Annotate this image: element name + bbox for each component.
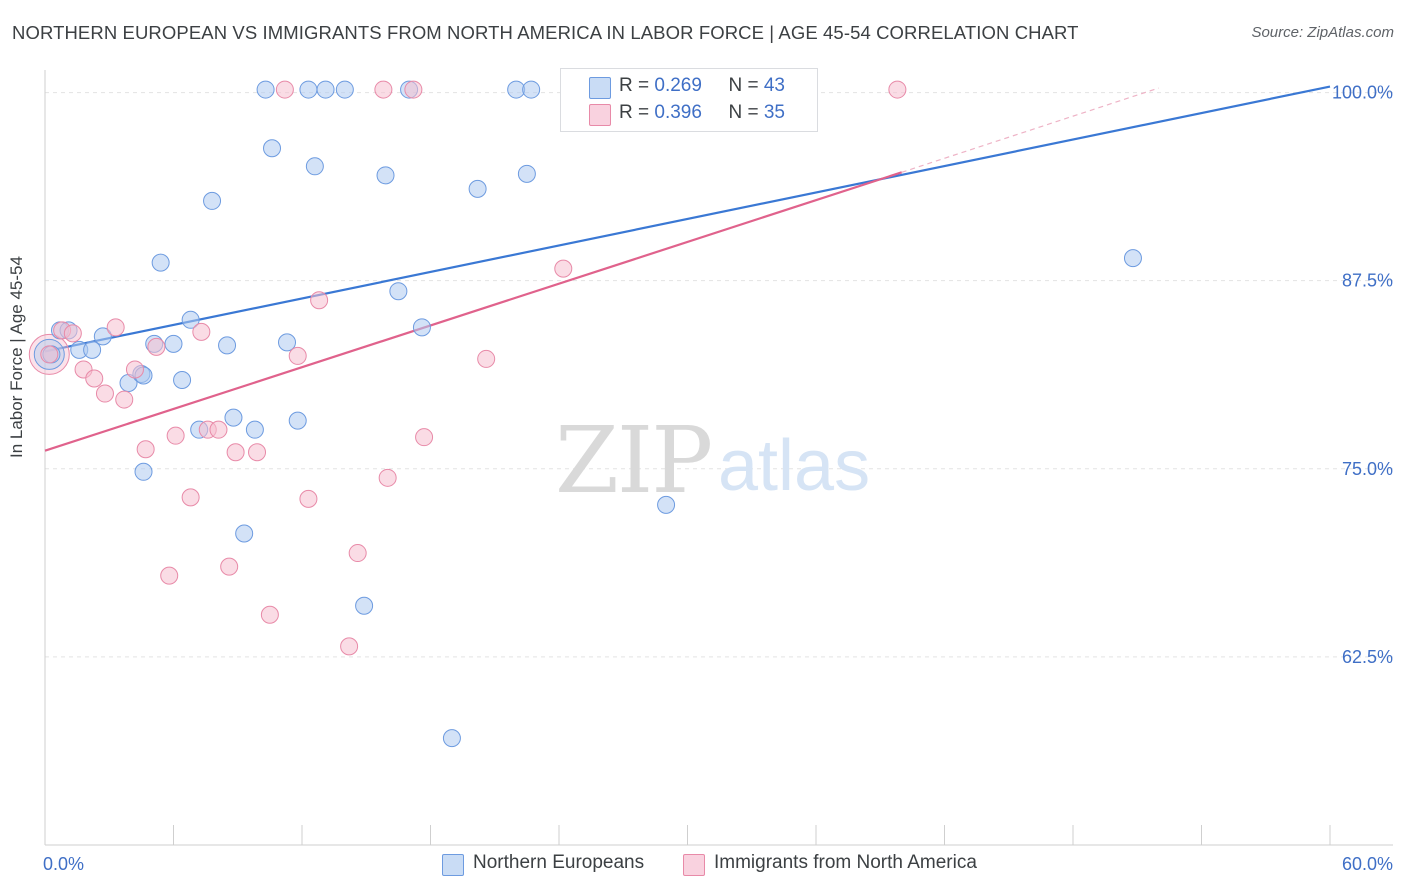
data-point: [263, 139, 282, 158]
watermark-atlas: atlas: [718, 426, 870, 506]
data-point: [40, 345, 59, 364]
data-point: [299, 489, 318, 508]
trend-line: [44, 85, 1331, 353]
data-point: [376, 166, 395, 185]
y-tick-label: 87.5%: [1342, 271, 1393, 291]
source-label: Source: ZipAtlas.com: [1251, 24, 1394, 41]
data-point: [442, 729, 461, 748]
y-tick-label: 62.5%: [1342, 647, 1393, 667]
legend-row-pink: R = 0.396 N = 35: [619, 102, 785, 124]
data-point: [134, 462, 153, 481]
data-point: [278, 333, 297, 352]
data-point: [378, 468, 397, 487]
data-point: [348, 544, 367, 563]
data-point: [522, 80, 541, 99]
legend-n-value: 43: [763, 75, 785, 96]
data-point: [355, 596, 374, 615]
correlation-legend: R = 0.269 N = 43 R = 0.396 N = 35: [560, 68, 818, 132]
bottom-legend-pink: Immigrants from North America: [714, 852, 977, 873]
data-point: [106, 318, 125, 337]
bottom-legend-swatch-blue: [442, 854, 464, 876]
bottom-legend-swatch-pink: [683, 854, 705, 876]
legend-swatch-blue: [589, 77, 611, 99]
legend-n-label: N =: [728, 75, 764, 96]
data-point: [316, 80, 335, 99]
trend-line-extension: [901, 87, 1159, 173]
data-point: [554, 259, 573, 278]
data-point: [173, 371, 192, 389]
data-point: [95, 384, 114, 403]
data-point: [275, 80, 294, 99]
x-tick-label: 0.0%: [43, 854, 84, 874]
data-point: [181, 488, 200, 507]
grid-lines: [45, 92, 1393, 658]
data-point: [1123, 249, 1142, 268]
data-point: [299, 80, 318, 99]
legend-r-label: R =: [619, 102, 655, 123]
data-point: [63, 324, 82, 343]
data-point: [136, 440, 155, 459]
data-point: [415, 428, 434, 447]
data-point: [517, 164, 536, 183]
bottom-legend-blue: Northern Europeans: [473, 852, 645, 873]
data-point: [657, 495, 676, 514]
data-point: [235, 524, 254, 543]
data-point: [181, 310, 200, 329]
axes: [44, 70, 1393, 846]
chart-title: NORTHERN EUROPEAN VS IMMIGRANTS FROM NOR…: [12, 22, 1079, 43]
y-tick-label: 100.0%: [1332, 83, 1393, 103]
data-point: [260, 605, 279, 624]
data-point: [166, 426, 185, 445]
data-point: [340, 637, 359, 656]
data-point: [93, 327, 112, 346]
data-point: [888, 80, 907, 99]
legend-n-value: 35: [763, 102, 785, 123]
data-point: [404, 80, 423, 99]
data-point: [412, 318, 431, 337]
data-point: [192, 322, 211, 341]
legend-row-blue: R = 0.269 N = 43: [619, 75, 785, 97]
data-point: [305, 157, 324, 176]
legend-n-label: N =: [728, 102, 764, 123]
data-point: [220, 557, 239, 576]
data-point: [288, 346, 307, 365]
data-point: [83, 340, 102, 359]
data-point: [125, 360, 144, 379]
data-point: [310, 291, 329, 310]
data-point: [389, 282, 408, 301]
data-point: [151, 253, 170, 272]
data-point: [248, 443, 267, 462]
legend-r-label: R =: [619, 75, 655, 96]
data-point: [507, 80, 526, 99]
data-point: [288, 411, 307, 430]
trend-lines: [44, 85, 1331, 452]
data-point: [468, 179, 487, 198]
legend-r-value: 0.269: [654, 75, 702, 96]
data-point: [203, 191, 222, 210]
data-point: [147, 337, 166, 356]
data-point: [224, 408, 243, 427]
tick-labels: 62.5% 75.0% 87.5% 100.0% 0.0% 60.0%: [43, 83, 1393, 874]
data-point: [245, 420, 264, 439]
y-tick-label: 75.0%: [1342, 459, 1393, 479]
data-point: [209, 420, 228, 439]
data-point: [115, 390, 134, 409]
trend-line: [44, 171, 903, 452]
data-point: [218, 336, 237, 355]
data-point: [335, 80, 354, 99]
legend-r-value: 0.396: [654, 102, 702, 123]
data-point: [226, 443, 245, 462]
data-point: [85, 369, 104, 388]
data-point: [256, 80, 275, 99]
watermark-zip: ZIP: [555, 407, 711, 514]
x-tick-label: 60.0%: [1342, 854, 1393, 874]
data-point: [164, 334, 183, 353]
legend-swatch-pink: [589, 104, 611, 126]
data-point: [374, 80, 393, 99]
data-point: [477, 349, 496, 368]
data-point: [160, 566, 179, 585]
